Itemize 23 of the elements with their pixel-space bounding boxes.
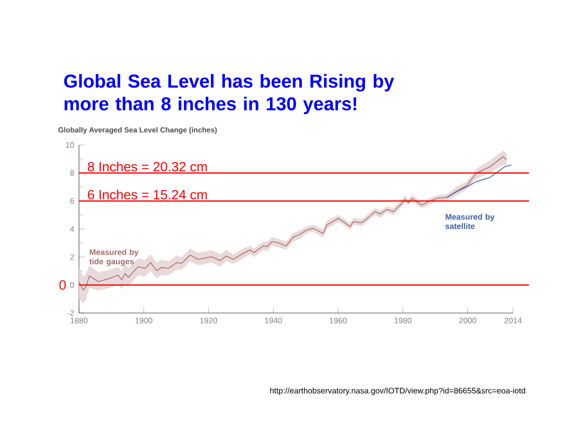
text: http://earthobservatory.nasa.gov/IOTD/view.php?id=86655&src=eoa-iotd bbox=[270, 388, 526, 396]
x-tick-label: 1980 bbox=[394, 318, 412, 324]
ref-line-label: 0 bbox=[59, 280, 66, 290]
x-tick-label: 1940 bbox=[265, 318, 282, 324]
x-tick-label: 1920 bbox=[200, 318, 218, 324]
x-tick-label: 2000 bbox=[459, 318, 476, 324]
ref-line-label: 8 Inches = 20.32 cm bbox=[88, 162, 207, 172]
y-tick-label: -2 bbox=[68, 310, 74, 316]
x-tick-label: 2014 bbox=[504, 318, 522, 324]
y-tick-label: 4 bbox=[70, 226, 74, 232]
y-tick-label: 8 bbox=[70, 170, 74, 176]
line-series bbox=[446, 164, 512, 198]
ref-line-label: 6 Inches = 15.24 cm bbox=[88, 190, 207, 200]
x-tick-label: 1960 bbox=[330, 318, 347, 324]
annotation: Measured by tide gauges bbox=[89, 249, 139, 266]
y-tick-label: 6 bbox=[70, 198, 74, 204]
y-tick-label: 10 bbox=[66, 142, 74, 148]
chart-title: Global Sea Level has been Rising by more than 8 inches in 130 years! bbox=[64, 74, 394, 114]
annotation: Measured by satellite bbox=[445, 214, 494, 230]
x-tick-label: 1900 bbox=[135, 318, 152, 324]
y-tick-label: 2 bbox=[70, 254, 74, 260]
y-tick-label: 0 bbox=[70, 282, 74, 288]
x-tick-label: 1880 bbox=[70, 318, 88, 324]
